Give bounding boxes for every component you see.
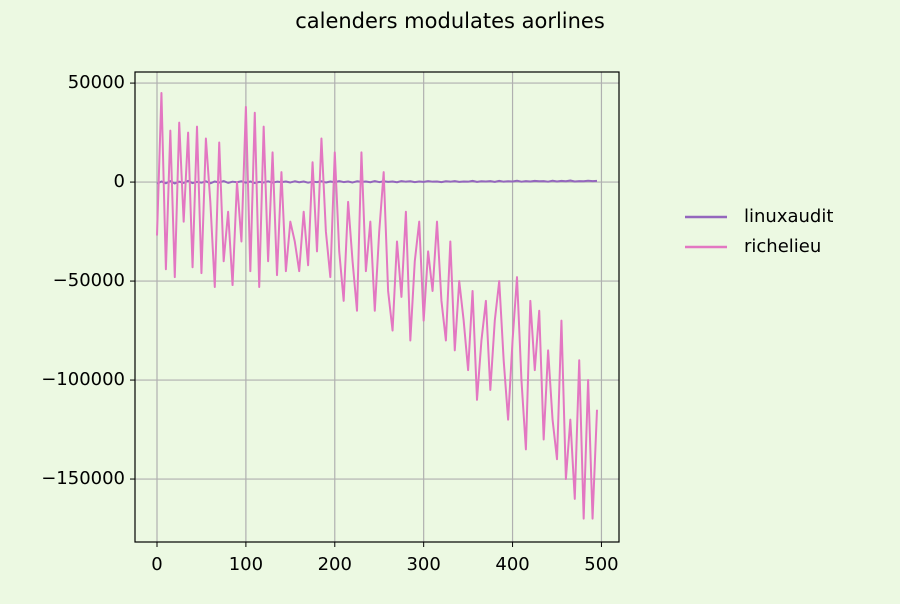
legend-label: richelieu [744, 236, 821, 257]
series-line [156, 179, 598, 185]
x-tick-label: 300 [406, 554, 440, 575]
x-tick-label: 0 [151, 554, 162, 575]
series-line [156, 91, 598, 520]
y-tick-label: −150000 [41, 468, 125, 489]
chart-title: calenders modulates aorlines [295, 9, 605, 33]
y-tick-label: −100000 [41, 369, 125, 390]
y-tick-label: 0 [114, 171, 125, 192]
y-tick-label: −50000 [53, 270, 125, 291]
x-tick-label: 500 [584, 554, 618, 575]
x-tick-label: 400 [495, 554, 529, 575]
y-tick-label: 50000 [68, 72, 125, 93]
x-tick-label: 100 [229, 554, 263, 575]
legend-label: linuxaudit [744, 206, 833, 227]
x-tick-label: 200 [318, 554, 352, 575]
plot-frame [134, 71, 620, 543]
